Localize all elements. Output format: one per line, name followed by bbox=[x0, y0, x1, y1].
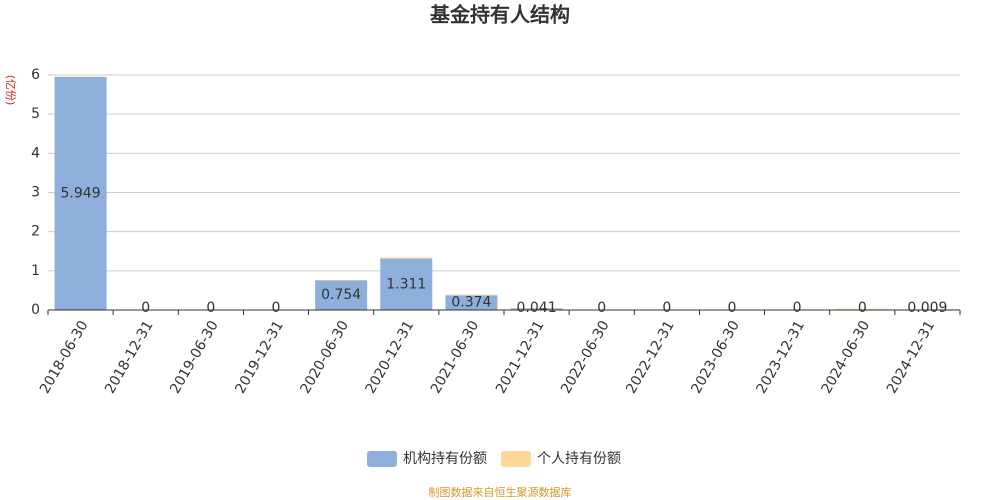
x-tick-label: 2022-06-30 bbox=[558, 318, 613, 396]
x-tick-label: 2019-12-31 bbox=[232, 318, 287, 396]
x-tick-label: 2018-12-31 bbox=[102, 318, 157, 396]
data-label: 5.949 bbox=[61, 185, 101, 201]
x-tick-label: 2019-06-30 bbox=[167, 318, 222, 396]
x-tick-label: 2022-12-31 bbox=[623, 318, 678, 396]
source-note: 制图数据来自恒生聚源数据库 bbox=[429, 485, 572, 499]
y-tick-label: 1 bbox=[31, 263, 40, 279]
x-tick-label: 2020-06-30 bbox=[298, 318, 353, 396]
data-label: 0.041 bbox=[517, 300, 557, 316]
data-label: 0 bbox=[728, 300, 737, 316]
bar-segment bbox=[54, 76, 107, 310]
y-tick-label: 5 bbox=[31, 106, 40, 122]
x-tick-label: 2021-06-30 bbox=[428, 318, 483, 396]
bar-segment bbox=[380, 257, 433, 259]
data-label: 0 bbox=[793, 300, 802, 316]
y-tick-label: 0 bbox=[31, 302, 40, 318]
chart-title: 基金持有人结构 bbox=[430, 3, 570, 27]
x-tick-label: 2024-06-30 bbox=[819, 318, 874, 396]
data-label: 0.754 bbox=[321, 287, 361, 303]
data-label: 0 bbox=[597, 300, 606, 316]
data-label: 0 bbox=[206, 300, 215, 316]
bar-segment bbox=[445, 295, 498, 310]
data-label: 0 bbox=[272, 300, 281, 316]
data-label: 0.374 bbox=[451, 295, 491, 311]
data-label: 0.009 bbox=[907, 300, 947, 316]
y-tick-label: 6 bbox=[31, 67, 40, 83]
x-tick-label: 2023-12-31 bbox=[754, 318, 809, 396]
x-tick-label: 2023-06-30 bbox=[688, 318, 743, 396]
data-label: 1.311 bbox=[386, 276, 426, 292]
bar-segment bbox=[836, 308, 889, 310]
legend-swatch[interactable] bbox=[367, 451, 397, 467]
bar-segment bbox=[315, 280, 368, 310]
data-label: 0 bbox=[141, 300, 150, 316]
y-tick-label: 2 bbox=[31, 224, 40, 240]
y-tick-label: 3 bbox=[31, 185, 40, 201]
data-label: 0 bbox=[858, 300, 867, 316]
legend-label[interactable]: 个人持有份额 bbox=[537, 451, 621, 467]
x-tick-label: 2021-12-31 bbox=[493, 318, 548, 396]
x-tick-label: 2020-12-31 bbox=[363, 318, 418, 396]
x-tick-label: 2024-12-31 bbox=[884, 318, 939, 396]
bar-segment bbox=[380, 258, 433, 310]
y-axis-label: (亿份) bbox=[4, 75, 17, 106]
y-tick-label: 4 bbox=[31, 145, 40, 161]
bar-segment bbox=[510, 308, 563, 310]
data-label: 0 bbox=[662, 300, 671, 316]
legend-swatch[interactable] bbox=[501, 451, 531, 467]
x-tick-label: 2018-06-30 bbox=[37, 318, 92, 396]
bar-segment bbox=[445, 294, 498, 296]
legend-label[interactable]: 机构持有份额 bbox=[403, 451, 487, 467]
